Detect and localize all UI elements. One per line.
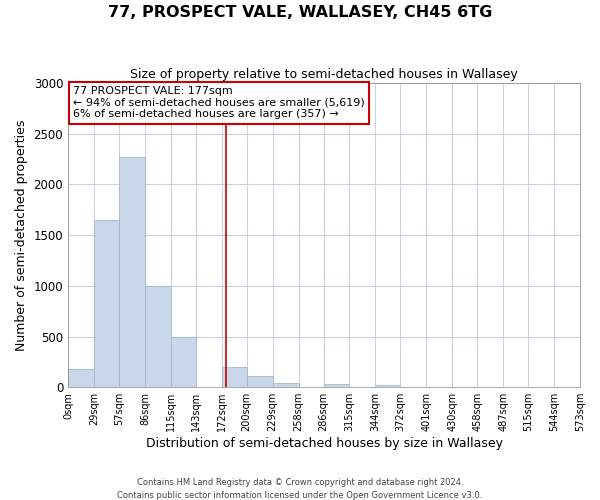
Bar — [94, 220, 119, 387]
X-axis label: Distribution of semi-detached houses by size in Wallasey: Distribution of semi-detached houses by … — [146, 437, 503, 450]
Bar — [272, 382, 299, 387]
Bar — [376, 385, 400, 387]
Text: 77, PROSPECT VALE, WALLASEY, CH45 6TG: 77, PROSPECT VALE, WALLASEY, CH45 6TG — [108, 5, 492, 20]
Bar — [554, 386, 580, 387]
Bar — [171, 336, 196, 387]
Text: Contains HM Land Registry data © Crown copyright and database right 2024.
Contai: Contains HM Land Registry data © Crown c… — [118, 478, 482, 500]
Bar — [323, 384, 349, 387]
Title: Size of property relative to semi-detached houses in Wallasey: Size of property relative to semi-detach… — [130, 68, 518, 80]
Bar — [247, 376, 272, 387]
Bar — [222, 367, 247, 387]
Bar — [145, 286, 171, 387]
Y-axis label: Number of semi-detached properties: Number of semi-detached properties — [15, 120, 28, 351]
Bar — [119, 157, 145, 387]
Bar — [68, 370, 94, 387]
Text: 77 PROSPECT VALE: 177sqm
← 94% of semi-detached houses are smaller (5,619)
6% of: 77 PROSPECT VALE: 177sqm ← 94% of semi-d… — [73, 86, 365, 120]
